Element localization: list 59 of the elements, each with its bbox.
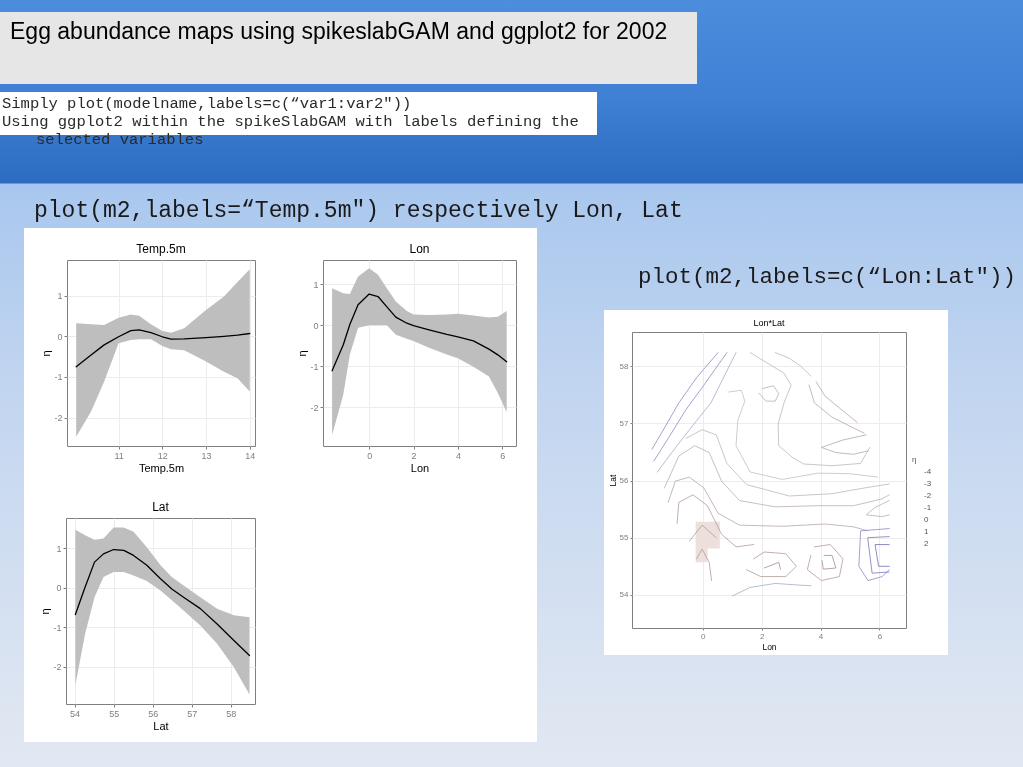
chart-title: Lon bbox=[409, 242, 430, 256]
text: Using ggplot2 within the spikeSlabGAM with labels defining the selected variables bbox=[2, 113, 580, 149]
x-tick-label: 14 bbox=[245, 450, 256, 461]
y-axis-title: η bbox=[296, 350, 309, 357]
y-tick-label: 1 bbox=[57, 291, 63, 302]
y-tick-label: 55 bbox=[619, 533, 630, 543]
y-tick-label: -1 bbox=[54, 372, 63, 383]
text: -2 bbox=[924, 491, 932, 500]
x-tick-label: 4 bbox=[455, 450, 461, 461]
y-tick-label: 57 bbox=[619, 418, 630, 428]
y-tick-label: -1 bbox=[310, 361, 319, 372]
x-tick-label: 13 bbox=[201, 450, 212, 461]
y-tick-label: 0 bbox=[56, 583, 62, 594]
x-tick-label: 6 bbox=[500, 450, 506, 461]
x-tick-label: 2 bbox=[411, 450, 417, 461]
y-tick-label: 0 bbox=[313, 320, 319, 331]
chart-title: Temp.5m bbox=[136, 242, 186, 256]
x-tick-label: 56 bbox=[148, 708, 159, 719]
x-tick-label: 0 bbox=[367, 450, 373, 461]
chart-title: Lat bbox=[152, 500, 170, 514]
text: Simply plot(modelname,labels=c(“var1:var2")) bbox=[2, 95, 413, 113]
text: plot(m2,labels=c(“Lon:Lat")) bbox=[638, 263, 1018, 291]
x-tick-label: 2 bbox=[759, 631, 765, 641]
x-axis-title: Lat bbox=[153, 719, 169, 732]
x-tick-label: 12 bbox=[157, 450, 168, 461]
y-tick-label: 0 bbox=[57, 331, 63, 342]
y-axis-title: Lat bbox=[607, 473, 618, 487]
y-tick-label: 54 bbox=[619, 590, 630, 600]
legend-title: η bbox=[912, 455, 917, 464]
y-tick-label: 56 bbox=[619, 476, 630, 486]
text: 0 bbox=[924, 515, 929, 524]
y-tick-label: -2 bbox=[54, 413, 63, 424]
text: -1 bbox=[924, 503, 932, 512]
x-axis-title: Lon bbox=[410, 461, 430, 474]
y-axis-title: η bbox=[40, 350, 53, 357]
x-tick-label: 54 bbox=[70, 708, 81, 719]
y-tick-label: 1 bbox=[313, 279, 319, 290]
y-tick-label: -2 bbox=[310, 402, 319, 413]
text: 1 bbox=[924, 527, 929, 536]
x-tick-label: 57 bbox=[187, 708, 198, 719]
x-tick-label: 58 bbox=[226, 708, 237, 719]
y-tick-label: -2 bbox=[53, 662, 62, 673]
x-tick-label: 11 bbox=[114, 450, 124, 461]
x-axis-title: Lon bbox=[762, 641, 777, 652]
x-axis-title: Temp.5m bbox=[138, 461, 185, 474]
y-tick-label: -1 bbox=[53, 622, 62, 633]
text: plot(m2,labels=“Temp.5m") respectively Lon, Lat bbox=[34, 197, 684, 225]
chart-title: Lon*Lat bbox=[753, 318, 786, 328]
text: 2 bbox=[924, 539, 929, 548]
y-tick-label: 58 bbox=[619, 361, 630, 371]
x-tick-label: 0 bbox=[700, 631, 706, 641]
text: -3 bbox=[924, 479, 932, 488]
y-axis-title: η bbox=[39, 608, 52, 615]
x-tick-label: 55 bbox=[109, 708, 120, 719]
x-tick-label: 4 bbox=[818, 631, 824, 641]
y-tick-label: 1 bbox=[56, 543, 62, 554]
text: -4 bbox=[924, 467, 932, 476]
text: Egg abundance maps using spikeslabGAM and ggplot2 for 2002 bbox=[10, 17, 668, 45]
x-tick-label: 6 bbox=[877, 631, 883, 641]
